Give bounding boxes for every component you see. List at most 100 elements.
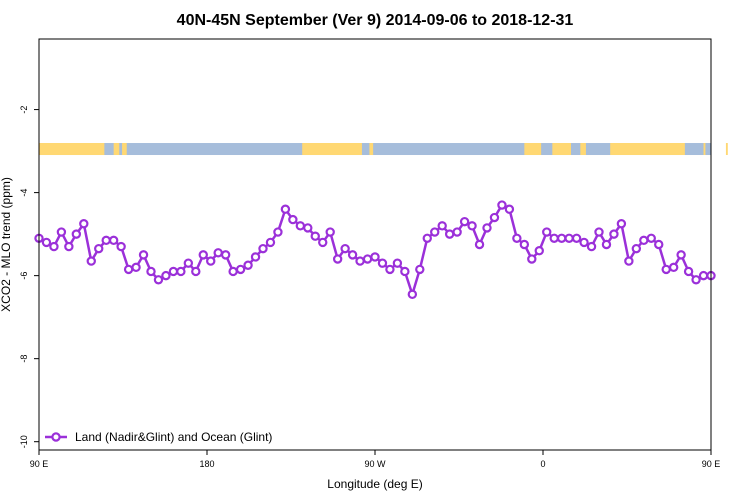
data-point bbox=[571, 233, 582, 243]
x-axis-ticks: 90 E 180 90 W 0 90 E bbox=[30, 450, 721, 469]
data-point bbox=[176, 266, 186, 277]
data-point bbox=[362, 254, 373, 264]
data-point bbox=[116, 241, 126, 252]
y-tick-label: -4 bbox=[19, 189, 29, 197]
data-point bbox=[94, 243, 104, 254]
data-point bbox=[347, 250, 358, 260]
land-band bbox=[122, 143, 127, 156]
data-point bbox=[168, 266, 179, 277]
data-point bbox=[258, 243, 268, 254]
data-point bbox=[131, 262, 141, 273]
data-point bbox=[504, 204, 515, 214]
data-point bbox=[146, 266, 156, 277]
data-point bbox=[549, 233, 559, 243]
data-point bbox=[206, 256, 216, 266]
ocean-band bbox=[39, 143, 711, 156]
data-point bbox=[668, 262, 679, 273]
data-point bbox=[377, 258, 388, 268]
data-point bbox=[108, 235, 119, 246]
data-point bbox=[601, 239, 612, 250]
data-point bbox=[698, 270, 709, 281]
data-point bbox=[586, 241, 597, 252]
data-point bbox=[280, 204, 291, 214]
data-point bbox=[661, 264, 671, 275]
y-tick-label: -2 bbox=[19, 106, 29, 114]
data-point bbox=[228, 266, 238, 277]
land-ocean-strip bbox=[39, 143, 728, 156]
data-point bbox=[400, 266, 410, 277]
land-band bbox=[725, 143, 728, 156]
data-point bbox=[594, 227, 604, 237]
land-band bbox=[610, 143, 685, 156]
land-band bbox=[369, 143, 374, 156]
data-point bbox=[452, 227, 462, 237]
data-point bbox=[385, 264, 395, 275]
data-point bbox=[235, 264, 246, 275]
data-point bbox=[191, 266, 201, 277]
data-point bbox=[325, 227, 335, 237]
data-point bbox=[497, 200, 507, 210]
data-point bbox=[370, 252, 380, 262]
data-point bbox=[631, 243, 642, 254]
series-group bbox=[34, 200, 716, 300]
x-tick-label: 90 W bbox=[364, 459, 386, 469]
data-point bbox=[303, 223, 313, 233]
data-point bbox=[153, 275, 164, 285]
data-point bbox=[183, 258, 194, 268]
data-point bbox=[407, 289, 418, 300]
data-point bbox=[250, 252, 261, 262]
data-point bbox=[616, 219, 627, 229]
land-band bbox=[113, 143, 120, 156]
land-band bbox=[703, 143, 706, 156]
data-point bbox=[556, 233, 567, 243]
x-tick-label: 180 bbox=[199, 459, 214, 469]
data-point bbox=[161, 270, 171, 281]
legend-marker bbox=[51, 432, 61, 442]
data-point bbox=[564, 233, 574, 243]
data-point bbox=[355, 256, 365, 266]
data-point bbox=[430, 227, 440, 237]
y-tick-label: -10 bbox=[19, 435, 29, 448]
data-point bbox=[198, 250, 208, 260]
legend-label: Land (Nadir&Glint) and Ocean (Glint) bbox=[75, 430, 272, 444]
data-point bbox=[41, 237, 52, 248]
data-point bbox=[489, 212, 500, 223]
data-point bbox=[86, 256, 96, 266]
y-axis-ticks: -2 -4 -6 -8 -10 bbox=[19, 106, 39, 448]
land-band bbox=[552, 143, 571, 156]
data-point bbox=[624, 256, 634, 266]
data-point bbox=[295, 221, 306, 231]
data-point bbox=[467, 221, 477, 231]
data-point bbox=[534, 246, 544, 256]
y-tick-label: -8 bbox=[19, 355, 29, 363]
data-point bbox=[654, 239, 664, 250]
x-tick-label: 90 E bbox=[702, 459, 721, 469]
land-band bbox=[524, 143, 542, 156]
data-point bbox=[332, 254, 343, 264]
data-point bbox=[609, 229, 619, 239]
data-point bbox=[474, 239, 485, 250]
data-point bbox=[444, 229, 455, 239]
series-line bbox=[38, 203, 711, 296]
data-point bbox=[318, 237, 328, 248]
data-point bbox=[482, 223, 492, 233]
land-band bbox=[580, 143, 586, 156]
plot-frame bbox=[38, 38, 712, 451]
land-band bbox=[302, 143, 362, 156]
data-point bbox=[415, 264, 425, 275]
data-point bbox=[422, 233, 432, 243]
data-point bbox=[123, 264, 134, 275]
data-point bbox=[459, 216, 470, 227]
data-point bbox=[512, 233, 522, 243]
data-point bbox=[519, 239, 530, 250]
data-point bbox=[542, 227, 552, 237]
data-point bbox=[265, 237, 276, 248]
data-point bbox=[49, 241, 59, 252]
y-tick-label: -6 bbox=[19, 272, 29, 280]
data-point bbox=[683, 266, 694, 277]
data-point bbox=[243, 260, 253, 270]
data-point bbox=[646, 233, 656, 243]
data-point bbox=[138, 250, 149, 260]
data-point bbox=[213, 248, 223, 258]
